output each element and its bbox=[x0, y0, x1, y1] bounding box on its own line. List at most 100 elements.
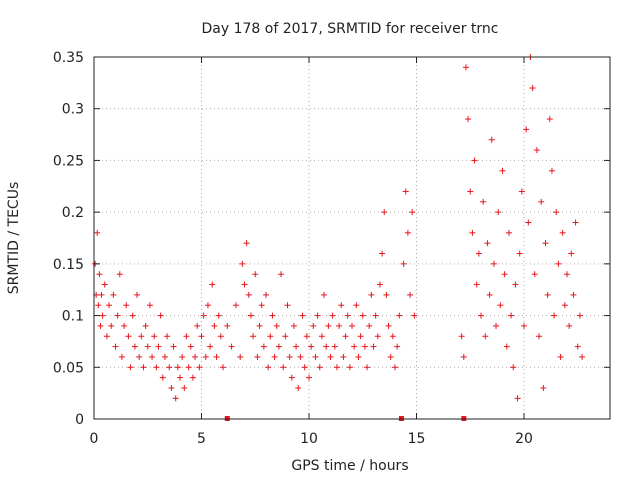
data-point bbox=[514, 395, 521, 402]
data-point bbox=[198, 333, 205, 340]
data-point bbox=[172, 395, 179, 402]
data-point bbox=[572, 219, 579, 226]
data-point bbox=[372, 312, 379, 319]
data-point bbox=[486, 291, 493, 298]
data-point bbox=[295, 384, 302, 391]
data-point bbox=[161, 353, 168, 360]
data-point bbox=[531, 271, 538, 278]
data-point bbox=[164, 333, 171, 340]
data-point bbox=[544, 291, 551, 298]
data-point bbox=[325, 322, 332, 329]
data-point bbox=[101, 281, 108, 288]
data-point bbox=[273, 322, 280, 329]
data-point bbox=[548, 167, 555, 174]
data-point bbox=[278, 271, 285, 278]
data-point bbox=[473, 281, 480, 288]
data-point bbox=[368, 291, 375, 298]
data-point bbox=[402, 188, 409, 195]
data-point bbox=[306, 374, 312, 381]
data-point bbox=[574, 343, 581, 350]
data-point bbox=[265, 364, 272, 371]
data-point bbox=[516, 250, 523, 257]
data-point bbox=[134, 291, 140, 298]
y-tick-label: 0.3 bbox=[62, 102, 84, 118]
data-point bbox=[153, 364, 160, 371]
data-point bbox=[97, 322, 104, 329]
data-point bbox=[288, 374, 295, 381]
data-point bbox=[493, 322, 500, 329]
plot-frame bbox=[93, 56, 611, 420]
data-point bbox=[157, 312, 164, 319]
data-point bbox=[525, 219, 532, 226]
data-point bbox=[125, 333, 132, 340]
data-point bbox=[183, 333, 190, 340]
data-point bbox=[475, 250, 482, 257]
data-point bbox=[490, 260, 497, 267]
data-point bbox=[561, 302, 568, 309]
data-point bbox=[127, 364, 134, 371]
data-point bbox=[336, 322, 343, 329]
data-point bbox=[342, 333, 349, 340]
x-tick-label: 5 bbox=[197, 431, 206, 447]
data-point bbox=[110, 291, 117, 298]
data-point bbox=[108, 322, 115, 329]
axis-ticks: 0 0.05 0.1 0.15 0.2 0.25 0.3 0.35 0 5 10 15 20 bbox=[53, 50, 610, 447]
data-point bbox=[349, 322, 355, 329]
data-point bbox=[484, 240, 491, 247]
data-point bbox=[217, 333, 224, 340]
data-point bbox=[505, 229, 512, 236]
grid bbox=[94, 57, 610, 419]
data-point bbox=[510, 364, 517, 371]
data-point bbox=[310, 322, 317, 329]
chart-title: Day 178 of 2017, SRMTID for receiver trn… bbox=[202, 21, 499, 37]
data-point bbox=[400, 260, 407, 267]
y-tick-label: 0.25 bbox=[53, 153, 84, 169]
data-point bbox=[99, 312, 106, 319]
data-point bbox=[521, 322, 527, 329]
data-point bbox=[297, 353, 304, 360]
data-point bbox=[366, 322, 373, 329]
data-point bbox=[194, 322, 201, 329]
data-point bbox=[213, 353, 220, 360]
data-point bbox=[187, 343, 194, 350]
data-point bbox=[239, 260, 246, 267]
data-point bbox=[106, 302, 113, 309]
data-point bbox=[344, 312, 351, 319]
data-point bbox=[114, 312, 121, 319]
data-point bbox=[192, 353, 199, 360]
data-point bbox=[529, 85, 536, 92]
data-point bbox=[149, 353, 156, 360]
data-point bbox=[564, 271, 570, 278]
y-axis-label: SRMTID / TECUs bbox=[6, 182, 22, 295]
data-point bbox=[94, 229, 101, 236]
data-point bbox=[243, 240, 250, 247]
data-point bbox=[458, 333, 465, 340]
x-tick-label: 15 bbox=[408, 431, 426, 447]
data-point bbox=[116, 271, 123, 278]
data-point bbox=[159, 374, 166, 381]
data-point bbox=[207, 343, 214, 350]
data-point bbox=[394, 343, 401, 350]
data-point bbox=[551, 312, 558, 319]
x-tick-label: 10 bbox=[300, 431, 318, 447]
data-point bbox=[181, 384, 188, 391]
data-point bbox=[303, 333, 310, 340]
data-point bbox=[189, 374, 196, 381]
data-point bbox=[508, 312, 515, 319]
data-point bbox=[387, 353, 394, 360]
y-tick-label: 0.35 bbox=[53, 50, 84, 66]
data-point bbox=[579, 353, 586, 360]
data-point bbox=[570, 291, 577, 298]
data-point bbox=[540, 384, 547, 391]
data-point bbox=[293, 343, 300, 350]
data-point bbox=[542, 240, 549, 247]
data-point bbox=[121, 322, 128, 329]
data-point bbox=[469, 229, 476, 236]
data-point bbox=[204, 302, 211, 309]
data-point bbox=[471, 157, 478, 164]
y-tick-label: 0.2 bbox=[62, 205, 84, 221]
data-point bbox=[220, 364, 226, 371]
data-point bbox=[566, 322, 573, 329]
data-point bbox=[95, 302, 102, 309]
y-tick-label: 0.1 bbox=[62, 309, 84, 325]
